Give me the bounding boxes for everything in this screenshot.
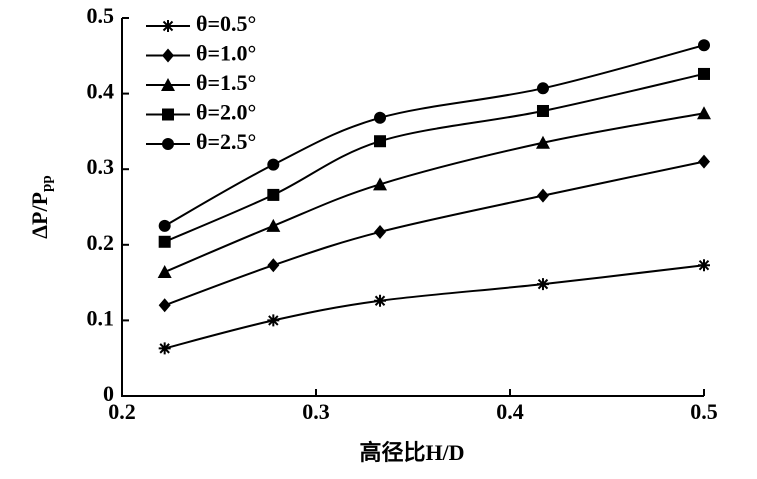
y-axis-label-main: ΔP/P — [27, 192, 52, 239]
legend-label: θ=1.5° — [196, 70, 256, 95]
marker — [374, 294, 387, 307]
marker — [267, 314, 280, 327]
y-tick-label: 0.4 — [87, 79, 115, 104]
marker — [535, 135, 550, 149]
marker — [161, 78, 175, 91]
y-tick-label: 0.3 — [87, 154, 115, 179]
legend-label: θ=0.5° — [196, 11, 256, 36]
y-axis-label-sub: pp — [39, 175, 55, 192]
marker — [697, 106, 711, 120]
y-axis-label: ΔP/Ppp — [27, 175, 55, 238]
legend-label: θ=1.0° — [196, 41, 256, 66]
y-tick-label: 0.1 — [87, 305, 115, 330]
marker — [536, 104, 549, 117]
series-line — [164, 264, 705, 350]
series-line — [164, 160, 705, 307]
y-tick-label: 0.2 — [87, 230, 115, 255]
marker — [162, 48, 174, 63]
marker — [267, 258, 280, 273]
series-line — [164, 112, 705, 273]
x-tick-label: 0.5 — [690, 399, 718, 424]
marker — [267, 158, 280, 171]
y-tick-label: 0.5 — [87, 3, 115, 28]
x-tick-label: 0.4 — [496, 399, 524, 424]
marker — [374, 135, 387, 148]
marker — [158, 235, 171, 248]
marker — [158, 342, 171, 355]
marker — [162, 20, 174, 32]
marker — [373, 177, 388, 191]
x-tick-label: 0.2 — [108, 399, 136, 424]
marker — [698, 39, 710, 52]
marker — [698, 154, 710, 169]
legend-label: θ=2.5° — [196, 129, 256, 154]
marker — [266, 218, 281, 232]
marker — [698, 67, 710, 80]
marker — [698, 259, 710, 272]
marker — [536, 82, 549, 95]
marker — [374, 111, 387, 124]
legend-label: θ=2.0° — [196, 100, 256, 125]
marker — [158, 298, 171, 313]
marker — [267, 188, 280, 201]
marker — [536, 188, 549, 203]
x-axis-label: 高径比H/D — [359, 440, 464, 465]
marker — [536, 278, 549, 291]
y-tick-label: 0 — [103, 381, 114, 406]
marker — [162, 138, 174, 150]
marker — [162, 108, 174, 121]
marker — [158, 219, 171, 232]
marker — [374, 224, 387, 239]
marker — [157, 265, 172, 279]
x-tick-label: 0.3 — [302, 399, 330, 424]
